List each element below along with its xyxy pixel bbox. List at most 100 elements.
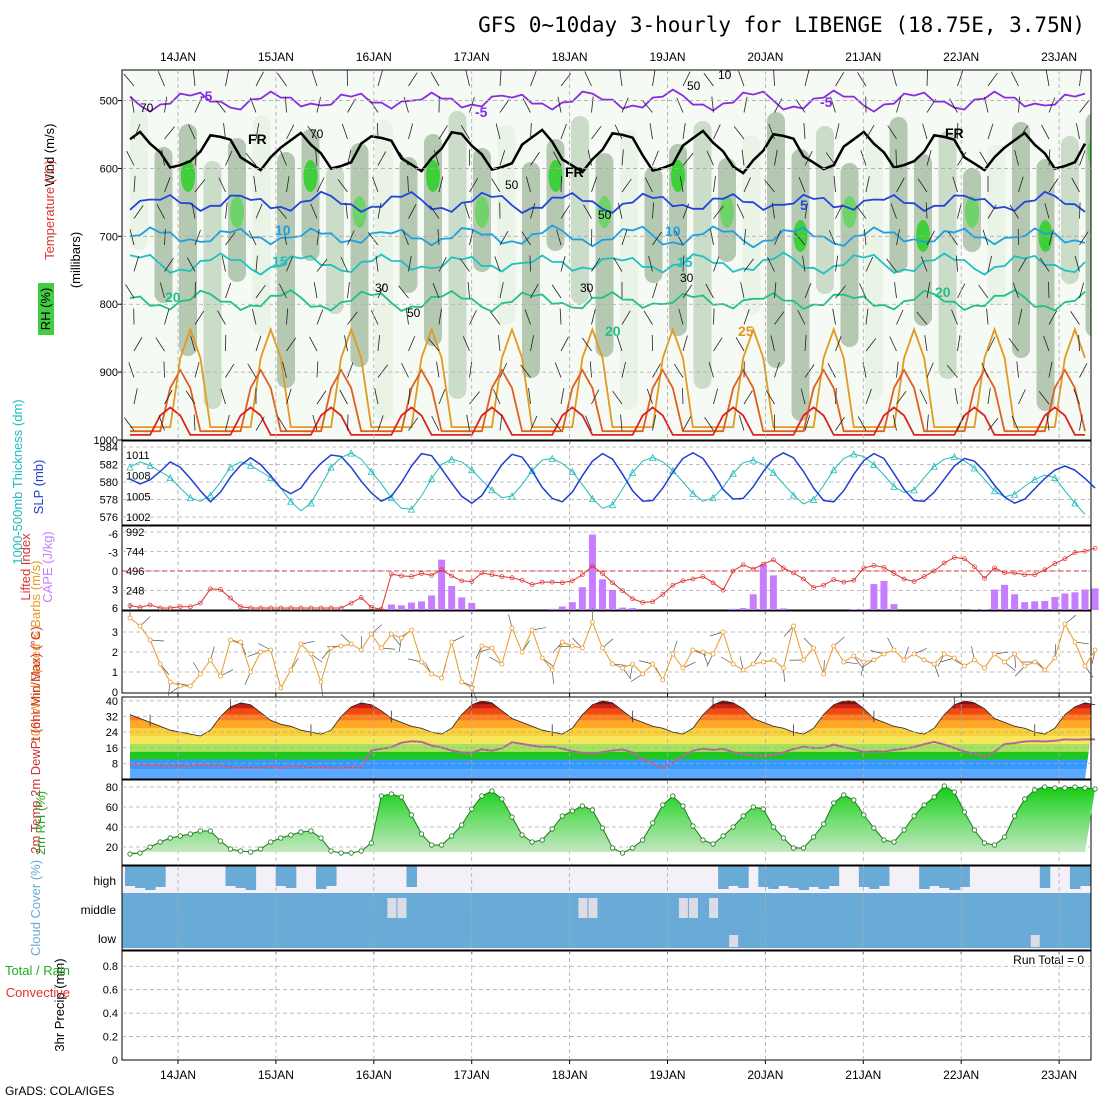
rh-ytick-label: 60 bbox=[106, 802, 118, 814]
wind-speed-point bbox=[821, 671, 827, 677]
wind-barb bbox=[340, 256, 348, 272]
li-point bbox=[620, 588, 625, 594]
wind-barb bbox=[1039, 257, 1050, 272]
wind-barb bbox=[432, 283, 440, 299]
wind-barb bbox=[430, 71, 440, 87]
wind-barb bbox=[408, 72, 418, 87]
wind-barb bbox=[218, 177, 226, 193]
wind-barb bbox=[679, 176, 684, 193]
rh-band bbox=[669, 144, 687, 336]
thickness-point bbox=[769, 468, 778, 476]
wind-barb bbox=[896, 309, 904, 325]
li-point bbox=[559, 580, 565, 586]
wind-barb bbox=[133, 336, 143, 352]
wind-barb bbox=[835, 285, 846, 299]
wind-barb bbox=[865, 338, 877, 352]
cloud-high-bar bbox=[788, 866, 799, 888]
rh-point bbox=[559, 813, 565, 819]
contour-30 bbox=[130, 368, 1086, 433]
wind-barb bbox=[738, 415, 745, 431]
wind-barb bbox=[316, 96, 321, 113]
wind-barb bbox=[556, 229, 562, 246]
wind-barb bbox=[286, 308, 289, 325]
wind-barb bbox=[370, 309, 379, 325]
wind-barb bbox=[1071, 177, 1080, 193]
thickness-point bbox=[990, 486, 999, 495]
wind-barb bbox=[736, 203, 745, 219]
rh-point bbox=[700, 837, 706, 843]
li-point bbox=[268, 605, 274, 611]
wind-barb bbox=[865, 308, 869, 325]
ylabel-wind10m: 10m Wind Speed & Barbs (m/s) bbox=[28, 561, 43, 744]
rh-point bbox=[911, 813, 917, 819]
li-point bbox=[851, 577, 857, 583]
wind-barb bbox=[713, 256, 720, 272]
wind-barb bbox=[797, 310, 806, 325]
wind-barb bbox=[652, 282, 658, 299]
cape-bar bbox=[769, 575, 777, 610]
wind-barb bbox=[126, 151, 135, 166]
cape-bar bbox=[619, 607, 627, 610]
wind-barb bbox=[123, 73, 135, 87]
wind-barb bbox=[896, 177, 905, 193]
wind-barb bbox=[713, 205, 724, 219]
wind-speed-point bbox=[157, 661, 163, 667]
rh-point bbox=[549, 826, 555, 832]
wind-barb bbox=[347, 230, 355, 246]
wind-barb bbox=[407, 176, 409, 193]
wind-barb bbox=[307, 125, 318, 140]
thickness-point bbox=[1031, 475, 1039, 483]
wind-barb bbox=[1076, 123, 1080, 140]
temperature-contours bbox=[129, 88, 1087, 436]
cape-bar bbox=[1041, 600, 1049, 610]
wind-barb bbox=[164, 176, 171, 193]
wind-barb bbox=[408, 388, 411, 405]
wind-barb bbox=[706, 150, 714, 166]
wind-speed-point bbox=[218, 673, 223, 679]
wind-barb bbox=[890, 203, 897, 219]
li-point bbox=[529, 582, 535, 587]
wind-speed-point bbox=[358, 647, 364, 653]
cross-ytick-label: 500 bbox=[100, 96, 118, 108]
wind-barb bbox=[164, 309, 170, 325]
wind-barb bbox=[133, 176, 136, 193]
bottom-date-19JAN: 19JAN bbox=[649, 1068, 685, 1082]
wind-barb bbox=[437, 229, 440, 246]
wind-barb bbox=[550, 417, 562, 431]
cape-bar bbox=[749, 594, 757, 610]
wind-speed-point bbox=[841, 659, 847, 665]
wind-barb bbox=[733, 126, 745, 140]
wind-barb bbox=[1070, 311, 1080, 325]
wind-barb bbox=[438, 389, 446, 405]
wind-speed-point bbox=[851, 653, 857, 659]
wind-barb bbox=[835, 255, 839, 272]
wind-speed-point bbox=[1032, 659, 1038, 665]
wind-barb bbox=[1011, 415, 1019, 431]
wind-barb bbox=[225, 231, 236, 246]
precip-legend-convective: Convective bbox=[6, 985, 70, 1000]
wind-barb bbox=[215, 99, 226, 113]
wind-speed-point bbox=[479, 643, 485, 649]
rh-point bbox=[378, 793, 384, 799]
thickness-point bbox=[528, 466, 536, 475]
wind-barb bbox=[711, 96, 714, 113]
rh-point bbox=[127, 851, 133, 857]
rh-point bbox=[730, 824, 736, 830]
wind-barb bbox=[403, 97, 409, 113]
rh-point bbox=[338, 850, 344, 856]
wind-speed-point bbox=[278, 685, 284, 691]
rh-point bbox=[449, 833, 455, 839]
wind-speed-point bbox=[1022, 663, 1028, 669]
wind-speed-point bbox=[791, 623, 796, 629]
thickness-ytick-label: 580 bbox=[100, 477, 118, 489]
wind-barb bbox=[621, 149, 624, 166]
li-point bbox=[208, 586, 213, 592]
li-point bbox=[630, 596, 635, 602]
thickness-point bbox=[508, 492, 516, 500]
cloud-gap bbox=[678, 898, 688, 918]
li-point bbox=[368, 605, 374, 610]
wind-barb bbox=[280, 150, 287, 166]
wind-barb bbox=[157, 71, 165, 87]
rh-point bbox=[851, 797, 857, 803]
cape-bar bbox=[1071, 592, 1079, 610]
